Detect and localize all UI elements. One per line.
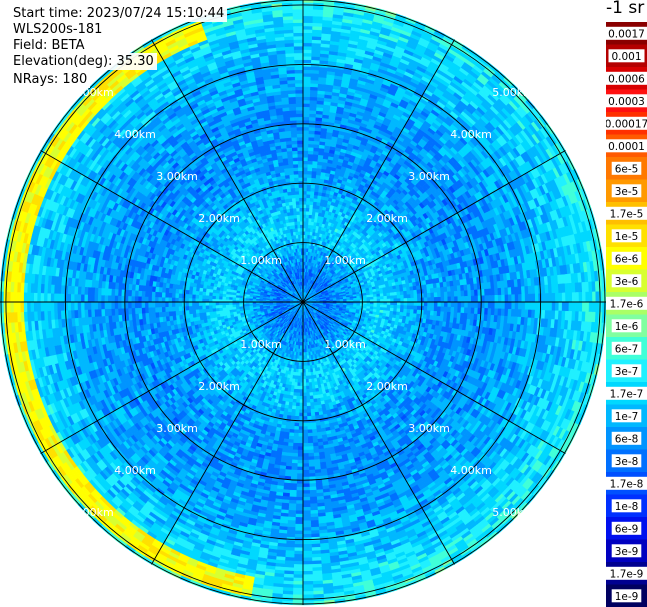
field-cell [305,207,310,212]
field-cell [297,375,301,380]
field-cell [308,378,312,383]
field-cell [225,306,230,311]
field-cell [238,303,243,307]
field-cell [299,389,304,394]
field-cell [379,296,385,300]
field-cell [208,301,213,306]
field-cell [305,224,309,229]
field-cell [208,295,213,300]
field-cell [302,385,307,390]
field-cell [221,304,227,308]
field-cell [299,392,304,397]
field-cell [215,295,220,300]
field-cell [302,207,307,212]
field-cell [305,385,310,390]
field-cell [376,293,381,298]
field-cell [390,298,395,303]
field-cell [225,304,230,308]
field-cell [390,295,395,300]
field-cell [221,296,227,300]
field-cell [225,296,230,300]
field-cell [308,385,313,390]
field-cell [307,375,312,380]
field-cell [222,307,227,311]
field-cell [293,214,298,219]
field-cell [373,296,378,300]
field-cell [299,210,304,215]
field-cell [386,301,391,306]
field-cell [393,291,398,296]
field-cell [304,362,308,367]
field-cell [393,298,398,303]
field-cell [296,385,301,390]
field-cell [211,304,216,309]
field-cell [305,372,309,377]
field-cell [305,214,310,219]
field-cell [386,295,391,300]
field-cell [302,210,307,215]
field-cell [299,385,304,390]
field-cell [297,224,301,229]
field-cell [389,292,394,297]
field-cell [302,389,307,394]
field-cell [296,217,301,222]
field-cell [296,214,301,219]
field-cell [212,307,217,312]
field-cell [293,211,298,216]
field-cell [386,304,391,309]
field-cell [305,378,309,384]
field-cell [211,295,216,300]
field-cell [379,293,384,297]
field-cell [211,298,216,303]
field-cell [296,389,301,394]
field-cell [383,295,388,300]
field-cell [218,304,223,309]
field-cell [309,392,314,397]
field-cell [390,304,395,309]
field-cell [228,304,233,308]
field-cell [366,297,371,301]
field-cell [305,210,310,215]
field-cell [305,375,309,380]
field-cell [208,298,213,303]
field-cell [379,304,385,308]
field-cell [297,378,301,384]
field-cell [208,304,213,309]
field-cell [393,304,398,309]
field-cell [294,221,298,226]
field-cell [308,388,313,393]
field-cell [376,304,381,308]
field-cell [305,220,309,226]
field-cell [376,296,381,300]
field-cell [393,295,398,300]
field-cell [305,392,310,397]
field-cell [211,301,216,306]
field-cell [215,307,220,312]
field-cell [215,298,220,303]
field-cell [298,237,302,242]
field-cell [305,382,310,387]
field-cell [386,298,391,303]
field-cell [296,392,301,397]
field-cell [297,220,301,226]
field-cell [298,234,302,239]
field-cell [299,214,304,219]
field-cell [302,214,307,219]
field-cell [393,301,398,306]
field-cell [386,292,391,297]
field-cell [297,227,301,232]
field-cell [215,304,220,309]
field-cell [294,224,299,229]
field-cell [390,301,395,306]
field-cell [215,301,220,306]
field-cell [296,210,301,215]
field-cell [363,297,368,301]
field-cell [302,392,307,397]
field-cell [304,365,308,370]
field-cell [208,308,213,313]
field-cell [235,303,240,307]
field-cell [305,389,310,394]
